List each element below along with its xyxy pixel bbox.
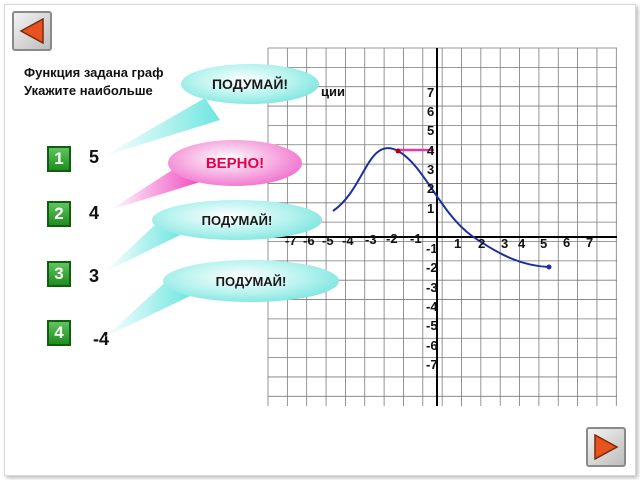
callout-tail-3 (105, 220, 180, 272)
x-tick--3: -3 (365, 232, 377, 247)
next-slide-button[interactable] (586, 427, 626, 467)
answer-3-button[interactable]: 3 (47, 261, 71, 287)
question-line-1: Функция задана граф (24, 65, 164, 80)
x-tick-2: 2 (478, 236, 485, 251)
slide-frame (4, 4, 636, 476)
answer-1-button[interactable]: 1 (47, 146, 71, 172)
callout-tail-2 (110, 165, 200, 210)
question-text: Функция задана граф Укажите наибольше (24, 64, 164, 100)
answer-3-value: 3 (89, 266, 100, 286)
x-tick-5: 5 (540, 236, 547, 251)
correct-bubble: ВЕРНО! (168, 140, 302, 186)
x-tick-4: 4 (518, 236, 526, 251)
x-tick-3: 3 (501, 236, 508, 251)
x-tick--7: -7 (285, 233, 297, 248)
max-point (395, 148, 401, 154)
question-tail: ции (321, 84, 345, 99)
x-tick-6: 6 (563, 235, 570, 250)
y-tick--2: -2 (426, 260, 438, 275)
answer-4-button[interactable]: 4 (47, 320, 71, 346)
answer-2-button[interactable]: 2 (47, 201, 71, 227)
y-tick--3: -3 (426, 280, 438, 295)
y-tick--6: -6 (426, 338, 438, 353)
hint-bubble-3: ПОДУМАЙ! (152, 200, 322, 240)
y-tick--7: -7 (426, 357, 438, 372)
y-tick-6: 6 (427, 104, 434, 119)
grid (267, 47, 617, 406)
x-tick--1: -1 (410, 231, 422, 246)
arrow-right-icon (594, 434, 619, 460)
hint-bubble-3-text: ПОДУМАЙ! (201, 212, 273, 228)
axes (268, 48, 617, 406)
question-line-2: Укажите наибольше (24, 83, 153, 98)
y-tick--1: -1 (426, 241, 438, 256)
hint-bubble-1: ПОДУМАЙ! (181, 64, 319, 104)
y-tick--5: -5 (426, 318, 438, 333)
y-tick-7: 7 (427, 85, 434, 100)
function-curve (332, 147, 550, 268)
y-tick-5: 5 (427, 123, 434, 138)
x-tick-7: 7 (586, 235, 593, 250)
previous-slide-button[interactable] (12, 11, 52, 51)
x-tick--5: -5 (322, 233, 334, 248)
y-tick-2: 2 (427, 181, 434, 196)
endpoint (546, 264, 552, 270)
answer-2-value: 4 (89, 203, 100, 223)
hint-bubble-4: ПОДУМАЙ! (163, 260, 339, 302)
y-tick-3: 3 (427, 162, 434, 177)
answer-4-value: -4 (93, 329, 110, 349)
answer-1-value: 5 (89, 147, 100, 167)
y-tick-4: 4 (427, 143, 435, 158)
arrow-left-icon (19, 18, 44, 44)
x-tick--6: -6 (303, 233, 315, 248)
y-tick--4: -4 (426, 299, 438, 314)
x-tick--4: -4 (342, 233, 354, 248)
callout-tail-1 (104, 98, 220, 156)
y-tick-1: 1 (427, 201, 434, 216)
hint-bubble-4-text: ПОДУМАЙ! (215, 273, 287, 289)
hint-bubble-1-text: ПОДУМАЙ! (211, 75, 289, 92)
callout-tail-4 (105, 278, 190, 337)
x-tick--2: -2 (386, 231, 398, 246)
x-tick-1: 1 (454, 236, 461, 251)
correct-bubble-text: ВЕРНО! (205, 154, 265, 172)
